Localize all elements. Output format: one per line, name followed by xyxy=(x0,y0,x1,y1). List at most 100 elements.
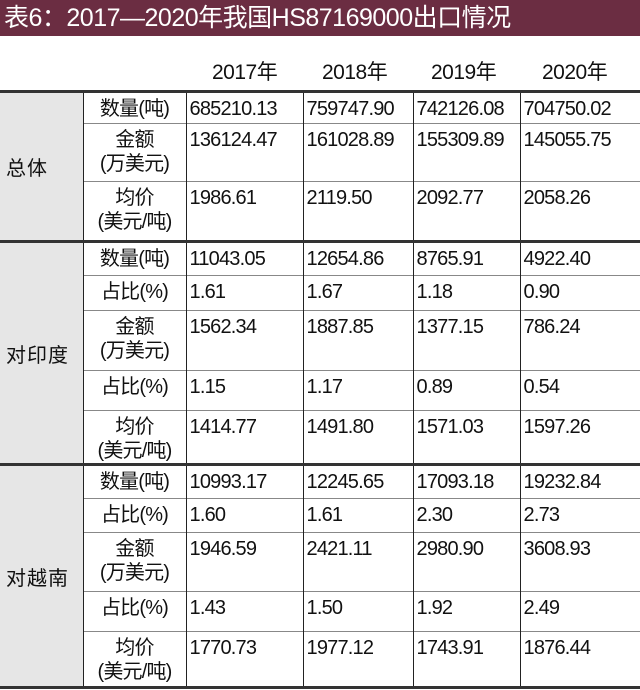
value-cell: 161028.89 xyxy=(302,123,413,182)
year-header: 2017年 2018年 2019年 2020年 xyxy=(0,50,640,90)
table-title: 表6：2017—2020年我国HS87169000出口情况 xyxy=(0,0,640,36)
row-label: 数量(吨) xyxy=(82,463,186,499)
value-cell: 0.90 xyxy=(519,275,640,311)
value-cell: 742126.08 xyxy=(412,90,520,124)
value-cell: 1.61 xyxy=(302,498,413,533)
value-cell: 19232.84 xyxy=(519,463,640,499)
row-label: 占比(%) xyxy=(82,275,186,311)
table-row: 占比(%) 1.43 1.50 1.92 2.49 xyxy=(0,591,640,632)
value-cell: 1.60 xyxy=(185,498,303,533)
row-label-line: 数量(吨) xyxy=(99,471,170,493)
value-cell: 155309.89 xyxy=(412,123,520,182)
row-label-line: (万美元) xyxy=(99,562,170,584)
value-cell: 786.24 xyxy=(519,310,640,371)
table-row: 占比(%) 1.61 1.67 1.18 0.90 xyxy=(0,275,640,311)
value-cell: 1.43 xyxy=(185,591,303,632)
row-label: 均价 (美元/吨) xyxy=(82,631,186,689)
value-cell: 2.73 xyxy=(519,498,640,533)
value-cell: 1571.03 xyxy=(412,410,520,465)
row-label: 金额 (万美元) xyxy=(82,123,186,182)
value-cell: 2980.90 xyxy=(412,532,520,592)
table-row: 对印度 数量(吨) 11043.05 12654.86 8765.91 4922.40 xyxy=(0,240,640,465)
value-cell: 704750.02 xyxy=(519,90,640,124)
row-label: 数量(吨) xyxy=(82,240,186,276)
value-cell: 2092.77 xyxy=(412,181,520,242)
export-table: 总体 数量(吨) 685210.13 759747.90 742126.08 704750… xyxy=(0,90,640,689)
table-row: 均价 (美元/吨) 1414.77 1491.80 1571.03 1597.26 xyxy=(0,410,640,465)
row-label: 金额 (万美元) xyxy=(82,532,186,592)
value-cell: 4922.40 xyxy=(519,240,640,276)
value-cell: 2421.11 xyxy=(302,532,413,592)
row-label-line: 数量(吨) xyxy=(99,248,170,270)
value-cell: 12245.65 xyxy=(302,463,413,499)
value-cell: 2.30 xyxy=(412,498,520,533)
value-cell: 1.61 xyxy=(185,275,303,311)
value-cell: 2058.26 xyxy=(519,181,640,242)
table-row: 均价 (美元/吨) 1986.61 2119.50 2092.77 2058.26 xyxy=(0,181,640,242)
table-row: 对越南 数量(吨) 10993.17 12245.65 17093.18 19232.84 xyxy=(0,463,640,689)
value-cell: 12654.86 xyxy=(302,240,413,276)
value-cell: 17093.18 xyxy=(412,463,520,499)
table-row: 金额 (万美元) 1562.34 1887.85 1377.15 786.24 xyxy=(0,310,640,371)
table-row: 金额 (万美元) 136124.47 161028.89 155309.89 145055… xyxy=(0,123,640,182)
value-cell: 685210.13 xyxy=(185,90,303,124)
row-label-line: 占比(%) xyxy=(100,504,169,526)
value-cell: 2119.50 xyxy=(302,181,413,242)
row-label-line: (万美元) xyxy=(99,153,170,175)
row-label-line: 占比(%) xyxy=(100,376,169,398)
value-cell: 0.54 xyxy=(519,370,640,411)
row-label-line: 金额 xyxy=(115,129,154,151)
value-cell: 1.67 xyxy=(302,275,413,311)
value-cell: 1562.34 xyxy=(185,310,303,371)
row-label: 数量(吨) xyxy=(82,90,186,124)
value-cell: 3608.93 xyxy=(519,532,640,592)
row-label-line: 金额 xyxy=(115,316,154,338)
value-cell: 0.89 xyxy=(412,370,520,411)
row-label-line: 数量(吨) xyxy=(99,98,170,120)
value-cell: 1414.77 xyxy=(185,410,303,465)
row-label-line: 金额 xyxy=(115,538,154,560)
group-label: 总体 xyxy=(0,90,83,242)
value-cell: 1876.44 xyxy=(519,631,640,689)
row-label-line: 占比(%) xyxy=(100,597,169,619)
row-label-line: (美元/吨) xyxy=(97,440,172,462)
value-cell: 11043.05 xyxy=(185,240,303,276)
value-cell: 1377.15 xyxy=(412,310,520,371)
value-cell: 2.49 xyxy=(519,591,640,632)
value-cell: 1770.73 xyxy=(185,631,303,689)
value-cell: 1491.80 xyxy=(302,410,413,465)
row-label-line: 均价 xyxy=(115,637,154,659)
value-cell: 145055.75 xyxy=(519,123,640,182)
row-label: 占比(%) xyxy=(82,370,186,411)
row-label-line: (美元/吨) xyxy=(97,211,172,233)
row-label-line: (美元/吨) xyxy=(97,661,172,683)
value-cell: 1.15 xyxy=(185,370,303,411)
row-label: 均价 (美元/吨) xyxy=(82,410,186,465)
year-header-2018: 2018年 xyxy=(322,61,388,84)
value-cell: 1946.59 xyxy=(185,532,303,592)
table-row: 占比(%) 1.15 1.17 0.89 0.54 xyxy=(0,370,640,411)
row-label: 金额 (万美元) xyxy=(82,310,186,371)
group-label: 对印度 xyxy=(0,240,83,465)
value-cell: 10993.17 xyxy=(185,463,303,499)
row-label: 均价 (美元/吨) xyxy=(82,181,186,242)
year-header-2019: 2019年 xyxy=(431,61,497,84)
table-row: 金额 (万美元) 1946.59 2421.11 2980.90 3608.93 xyxy=(0,532,640,592)
value-cell: 1986.61 xyxy=(185,181,303,242)
table-row: 总体 数量(吨) 685210.13 759747.90 742126.08 704750… xyxy=(0,90,640,242)
row-label: 占比(%) xyxy=(82,498,186,533)
table-row: 均价 (美元/吨) 1770.73 1977.12 1743.91 1876.44 xyxy=(0,631,640,689)
value-cell: 1.92 xyxy=(412,591,520,632)
value-cell: 1.18 xyxy=(412,275,520,311)
group-label: 对越南 xyxy=(0,463,83,689)
row-label: 占比(%) xyxy=(82,591,186,632)
value-cell: 1887.85 xyxy=(302,310,413,371)
value-cell: 136124.47 xyxy=(185,123,303,182)
value-cell: 1.17 xyxy=(302,370,413,411)
value-cell: 8765.91 xyxy=(412,240,520,276)
table-row: 占比(%) 1.60 1.61 2.30 2.73 xyxy=(0,498,640,533)
value-cell: 759747.90 xyxy=(302,90,413,124)
value-cell: 1597.26 xyxy=(519,410,640,465)
row-label-line: (万美元) xyxy=(99,340,170,362)
value-cell: 1.50 xyxy=(302,591,413,632)
